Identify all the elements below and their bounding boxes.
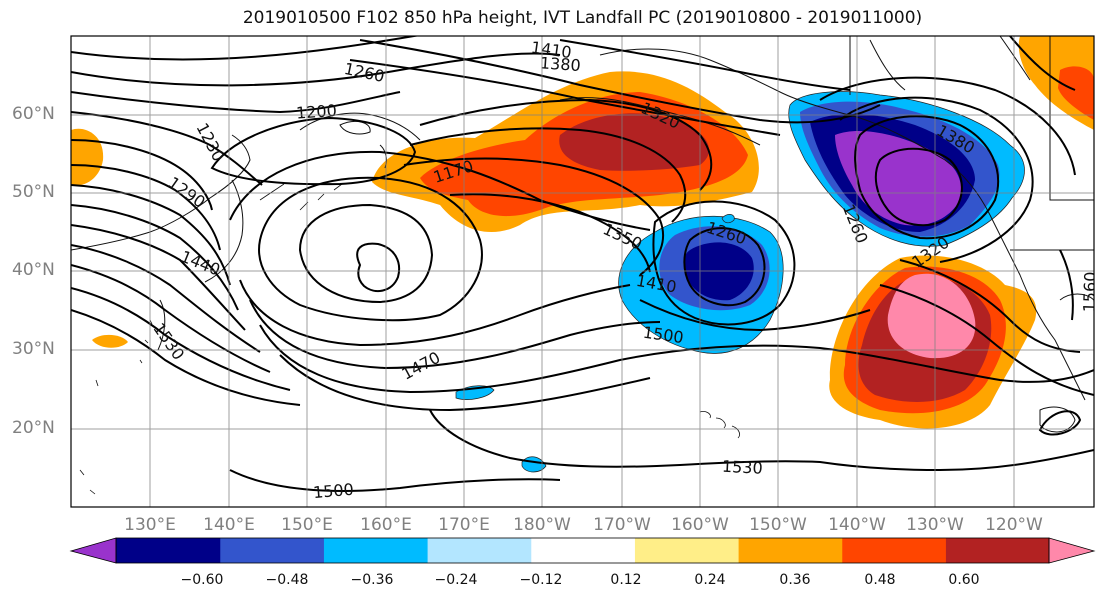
- colorbar-tick-label: −0.48: [265, 572, 309, 588]
- contour-label: 1560: [1080, 271, 1100, 312]
- negative-ivt-anomaly-gulf-of-alaska: [788, 91, 1025, 247]
- colorbar-tick-label: 0.24: [694, 572, 726, 588]
- figure-title: 2019010500 F102 850 hPa height, IVT Land…: [242, 8, 923, 28]
- lon-label-160e: 160°E: [360, 515, 412, 535]
- colorbar-segment: [427, 538, 532, 563]
- colorbar-segment: [219, 538, 324, 563]
- lat-label-20n: 20°N: [12, 418, 55, 438]
- islands: [79, 183, 740, 495]
- positive-ivt-anomaly-north-pacific: [372, 71, 759, 233]
- lat-label-60n: 60°N: [12, 104, 55, 124]
- height-contours: [71, 36, 1094, 492]
- lon-label-170w: 170°W: [593, 515, 651, 535]
- colorbar-segment: [116, 538, 221, 563]
- colorbar-segment: [530, 538, 635, 563]
- lon-label-180w: 180°W: [513, 515, 571, 535]
- colorbar-tick-label: 0.12: [610, 572, 642, 588]
- colorbar: [69, 537, 1096, 564]
- lat-label-40n: 40°N: [12, 260, 55, 280]
- colorbar-segment: [738, 538, 843, 563]
- lon-label-150e: 150°E: [281, 515, 333, 535]
- colorbar-tick-label: 0.48: [864, 572, 896, 588]
- lat-label-50n: 50°N: [12, 182, 55, 202]
- lon-label-140e: 140°E: [203, 515, 255, 535]
- lon-label-120w: 120°W: [985, 515, 1043, 535]
- lon-label-150w: 150°W: [749, 515, 807, 535]
- lon-label-140w: 140°W: [828, 515, 886, 535]
- lon-label-170e: 170°E: [438, 515, 490, 535]
- colorbar-extend-min: [69, 537, 117, 564]
- colorbar-tick-label: −0.60: [180, 572, 224, 588]
- contour-label: 1200: [295, 101, 337, 123]
- colorbar-extend-max: [1048, 537, 1096, 564]
- lon-label-130e: 130°E: [124, 515, 176, 535]
- colorbar-frame: [115, 537, 1050, 564]
- contour-label: 1380: [539, 53, 581, 75]
- colorbar-tick-label: 0.36: [779, 572, 811, 588]
- map-plot-area: 1410 1380 1260 1200 1230 1320 1170 1290 …: [71, 36, 1100, 507]
- colorbar-tick-label: 0.60: [948, 572, 980, 588]
- colorbar-tick-label: −0.12: [519, 572, 563, 588]
- colorbar-tick-label: −0.24: [434, 572, 478, 588]
- colorbar-segment: [945, 538, 1050, 563]
- colorbar-segment: [323, 538, 428, 563]
- coastlines: [71, 36, 1094, 433]
- colorbar-segment: [634, 538, 739, 563]
- contour-label: 1500: [312, 480, 354, 502]
- contour-label: 1530: [722, 457, 764, 478]
- lon-label-160w: 160°W: [671, 515, 729, 535]
- colorbar-tick-label: −0.36: [350, 572, 394, 588]
- lon-label-130w: 130°W: [906, 515, 964, 535]
- positive-ivt-anomaly-japan: [71, 128, 128, 348]
- lat-label-30n: 30°N: [12, 339, 55, 359]
- gridlines: [71, 36, 1094, 507]
- map-frame: [70, 35, 1095, 508]
- colorbar-segment: [841, 538, 946, 563]
- positive-ivt-anomaly-northeast-corner: [1018, 36, 1094, 130]
